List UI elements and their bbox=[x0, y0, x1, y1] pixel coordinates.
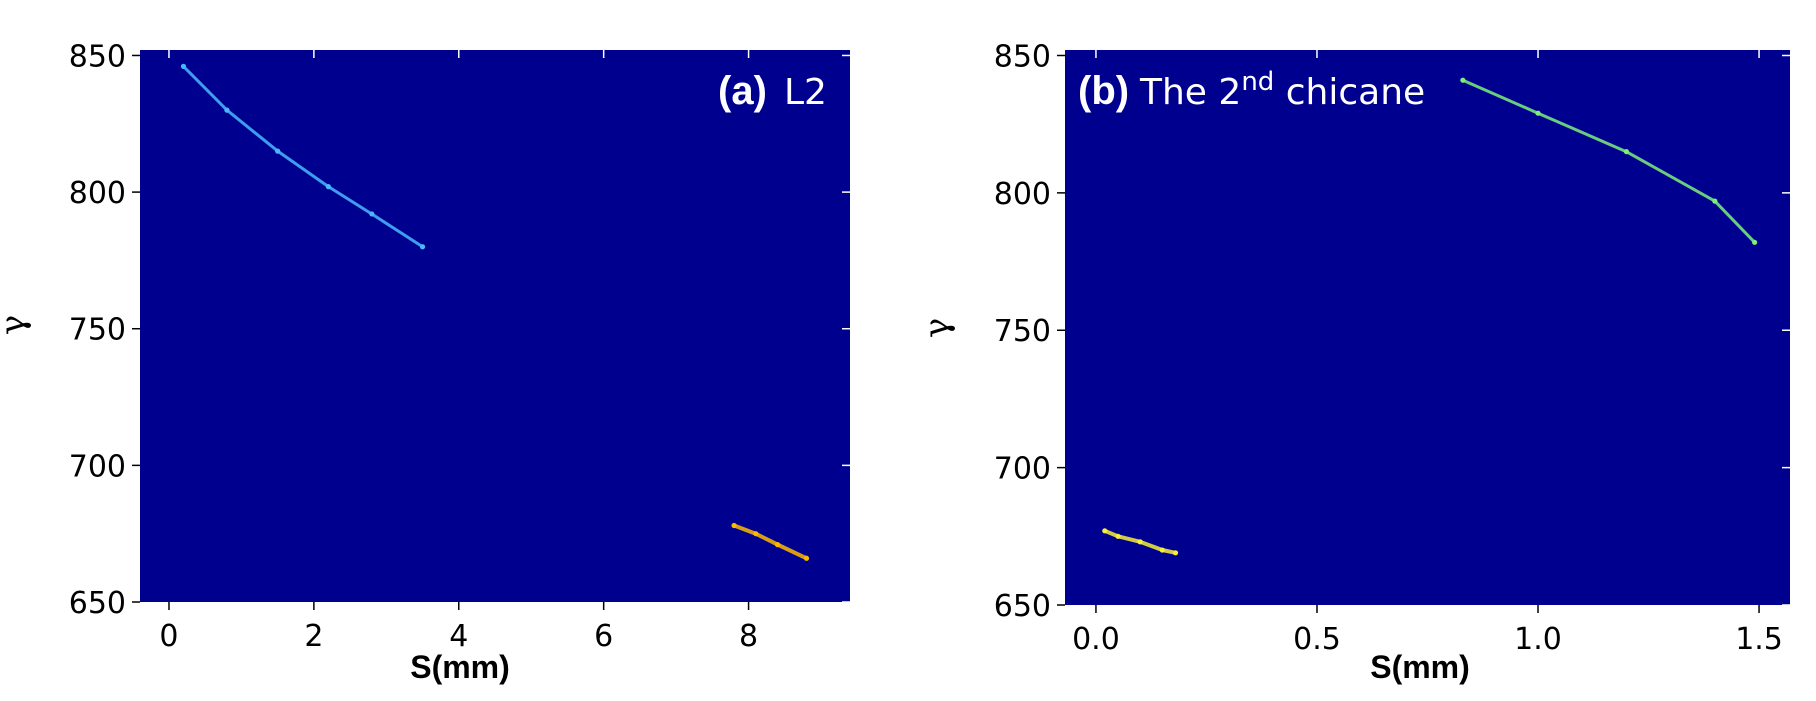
x-tick-label: 6 bbox=[594, 619, 613, 654]
data-point bbox=[1712, 198, 1718, 204]
data-point bbox=[369, 211, 375, 217]
y-tick-label: 700 bbox=[994, 452, 1051, 487]
series-streak bbox=[732, 523, 809, 561]
y-tick-label: 750 bbox=[69, 313, 126, 348]
data-point bbox=[1137, 539, 1143, 545]
series-b bbox=[1102, 77, 1758, 556]
data-point bbox=[1172, 550, 1179, 556]
y-tick-label: 800 bbox=[994, 177, 1051, 212]
panel-a-ylabel: γ bbox=[0, 315, 33, 335]
data-point bbox=[1102, 528, 1108, 534]
data-point bbox=[753, 531, 759, 537]
panel-b: 0.0 0.5 1.0 1.5 650 700 750 800 850 (b) The 2nd … bbox=[917, 39, 1790, 685]
data-point bbox=[1460, 77, 1466, 83]
data-point bbox=[774, 542, 781, 548]
plot-area-b bbox=[1065, 50, 1790, 605]
panel-b-xlabel: S(mm) bbox=[1370, 649, 1470, 685]
y-tick-label: 800 bbox=[69, 176, 126, 211]
panel-a-xlabel: S(mm) bbox=[410, 649, 510, 685]
panel-b-title-main: The 2 bbox=[1139, 72, 1241, 113]
panel-b-title-sup: nd bbox=[1241, 67, 1274, 97]
y-tick-label: 850 bbox=[69, 39, 126, 74]
x-tick-label: 8 bbox=[739, 619, 758, 654]
data-point bbox=[1159, 547, 1165, 553]
y-tick-label: 750 bbox=[994, 314, 1051, 349]
x-tick-label: 0.0 bbox=[1072, 622, 1120, 657]
panel-b-title: The 2nd chicane bbox=[1139, 67, 1425, 113]
panel-b-ylabel: γ bbox=[917, 318, 957, 338]
data-point bbox=[180, 63, 187, 69]
data-point bbox=[275, 148, 281, 154]
data-point bbox=[419, 244, 426, 250]
data-point bbox=[224, 107, 230, 113]
data-point bbox=[1115, 533, 1121, 539]
ticks-b: 0.0 0.5 1.0 1.5 650 700 750 800 850 bbox=[994, 39, 1790, 657]
y-tick-label: 650 bbox=[994, 589, 1051, 624]
x-tick-label: 4 bbox=[449, 619, 468, 654]
data-point bbox=[1752, 239, 1758, 245]
x-tick-label: 0.5 bbox=[1293, 622, 1341, 657]
panel-b-tag: (b) bbox=[1078, 69, 1129, 113]
panel-b-title-rest: chicane bbox=[1274, 72, 1425, 113]
data-point bbox=[803, 555, 810, 561]
plot-area-a bbox=[140, 50, 850, 602]
series-streak bbox=[182, 64, 425, 249]
data-point bbox=[1623, 149, 1630, 155]
data-point bbox=[325, 184, 331, 190]
panel-a: 0 2 4 6 8 650 700 750 800 850 (a) L2 S(mm) γ bbox=[0, 39, 850, 685]
data-point bbox=[1535, 110, 1541, 116]
ticks-a: 0 2 4 6 8 650 700 750 800 850 bbox=[69, 39, 850, 654]
panel-a-title: L2 bbox=[784, 72, 827, 113]
data-point bbox=[731, 522, 737, 529]
panel-a-tag: (a) bbox=[718, 69, 767, 113]
series-a bbox=[180, 63, 810, 561]
y-tick-label: 650 bbox=[69, 586, 126, 621]
y-tick-label: 850 bbox=[994, 39, 1051, 74]
x-tick-label: 1.0 bbox=[1514, 622, 1562, 657]
x-tick-label: 1.5 bbox=[1735, 622, 1783, 657]
y-tick-label: 700 bbox=[69, 449, 126, 484]
x-tick-label: 2 bbox=[304, 619, 323, 654]
x-tick-label: 0 bbox=[159, 619, 178, 654]
